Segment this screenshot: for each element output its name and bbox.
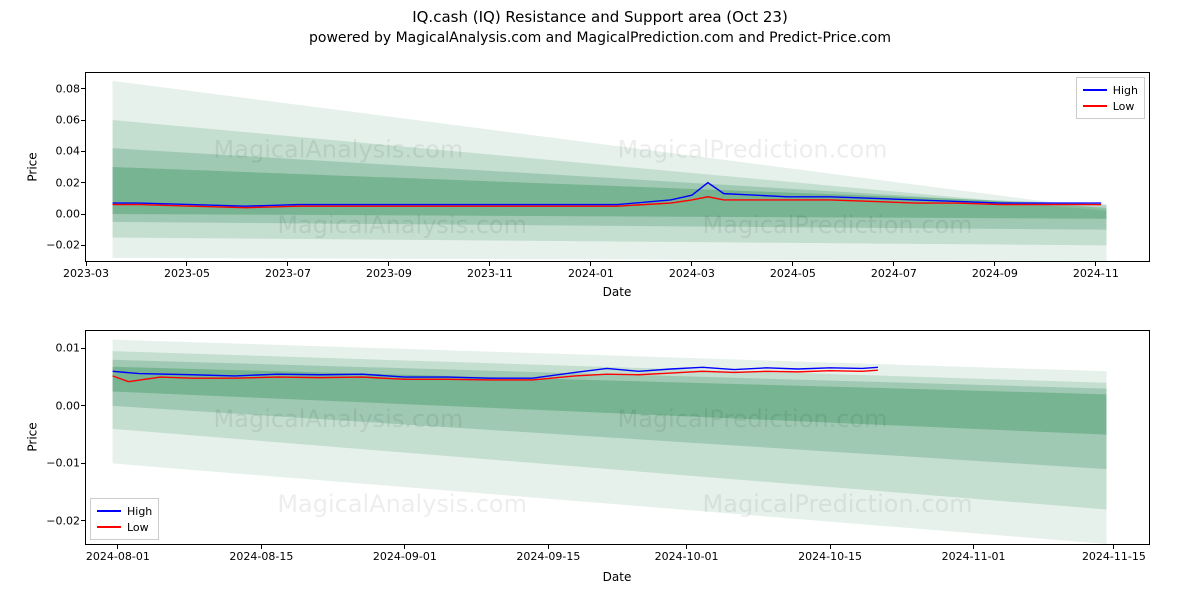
ytick-label: 0.06	[56, 114, 87, 127]
legend-swatch-low	[1083, 105, 1107, 107]
xtick-label: 2024-11-01	[942, 544, 1006, 563]
ytick-label: −0.02	[46, 239, 86, 252]
ytick-label: 0.00	[56, 399, 87, 412]
legend-swatch-high-b	[97, 510, 121, 512]
legend-item-high: High	[1083, 82, 1138, 98]
plot-svg-top: MagicalAnalysis.com MagicalPrediction.com…	[86, 73, 1149, 261]
xtick-label: 2024-09-01	[373, 544, 437, 563]
legend-swatch-low-b	[97, 526, 121, 528]
legend-item-low: Low	[1083, 98, 1138, 114]
svg-text:MagicalAnalysis.com: MagicalAnalysis.com	[214, 136, 464, 164]
svg-text:MagicalAnalysis.com: MagicalAnalysis.com	[214, 405, 464, 433]
xtick-label: 2023-03	[63, 261, 109, 280]
legend-item-low-b: Low	[97, 519, 152, 535]
chart-subtitle: powered by MagicalAnalysis.com and Magic…	[0, 30, 1200, 46]
ylabel-bottom: Price	[26, 422, 40, 451]
chart-title: IQ.cash (IQ) Resistance and Support area…	[0, 8, 1200, 26]
ytick-label: −0.01	[46, 457, 86, 470]
xtick-label: 2024-10-15	[798, 544, 862, 563]
svg-text:MagicalAnalysis.com: MagicalAnalysis.com	[277, 211, 527, 239]
ytick-label: −0.02	[46, 514, 86, 527]
ytick-label: 0.04	[56, 145, 87, 158]
xtick-label: 2024-08-01	[86, 544, 150, 563]
legend-bottom: High Low	[90, 498, 159, 540]
legend-label-high: High	[1113, 84, 1138, 97]
xtick-label: 2023-11	[467, 261, 513, 280]
legend-top: High Low	[1076, 77, 1145, 119]
ytick-label: 0.02	[56, 176, 87, 189]
plot-svg-bottom: MagicalAnalysis.com MagicalPrediction.com…	[86, 331, 1149, 544]
title-block: IQ.cash (IQ) Resistance and Support area…	[0, 0, 1200, 46]
xlabel-top: Date	[603, 285, 632, 299]
xlabel-bottom: Date	[603, 570, 632, 584]
chart-panel-bottom: MagicalAnalysis.com MagicalPrediction.com…	[85, 330, 1150, 545]
svg-text:MagicalAnalysis.com: MagicalAnalysis.com	[277, 490, 527, 518]
xtick-label: 2024-07	[871, 261, 917, 280]
legend-swatch-high	[1083, 89, 1107, 91]
xtick-label: 2024-11	[1073, 261, 1119, 280]
xtick-label: 2023-09	[366, 261, 412, 280]
svg-text:MagicalPrediction.com: MagicalPrediction.com	[703, 490, 973, 518]
svg-text:MagicalPrediction.com: MagicalPrediction.com	[618, 136, 888, 164]
xtick-label: 2023-07	[265, 261, 311, 280]
xtick-label: 2024-10-01	[655, 544, 719, 563]
xtick-label: 2024-01	[568, 261, 614, 280]
svg-text:MagicalPrediction.com: MagicalPrediction.com	[618, 405, 888, 433]
legend-label-low-b: Low	[127, 521, 149, 534]
legend-label-low: Low	[1113, 100, 1135, 113]
xtick-label: 2024-05	[770, 261, 816, 280]
ytick-label: 0.08	[56, 82, 87, 95]
chart-panel-top: MagicalAnalysis.com MagicalPrediction.com…	[85, 72, 1150, 262]
legend-item-high-b: High	[97, 503, 152, 519]
xtick-label: 2024-09	[972, 261, 1018, 280]
ytick-label: 0.00	[56, 208, 87, 221]
ylabel-top: Price	[26, 152, 40, 181]
xtick-label: 2024-11-15	[1082, 544, 1146, 563]
xtick-label: 2024-03	[669, 261, 715, 280]
xtick-label: 2023-05	[164, 261, 210, 280]
xtick-label: 2024-09-15	[516, 544, 580, 563]
xtick-label: 2024-08-15	[229, 544, 293, 563]
svg-text:MagicalPrediction.com: MagicalPrediction.com	[703, 211, 973, 239]
legend-label-high-b: High	[127, 505, 152, 518]
ytick-label: 0.01	[56, 342, 87, 355]
